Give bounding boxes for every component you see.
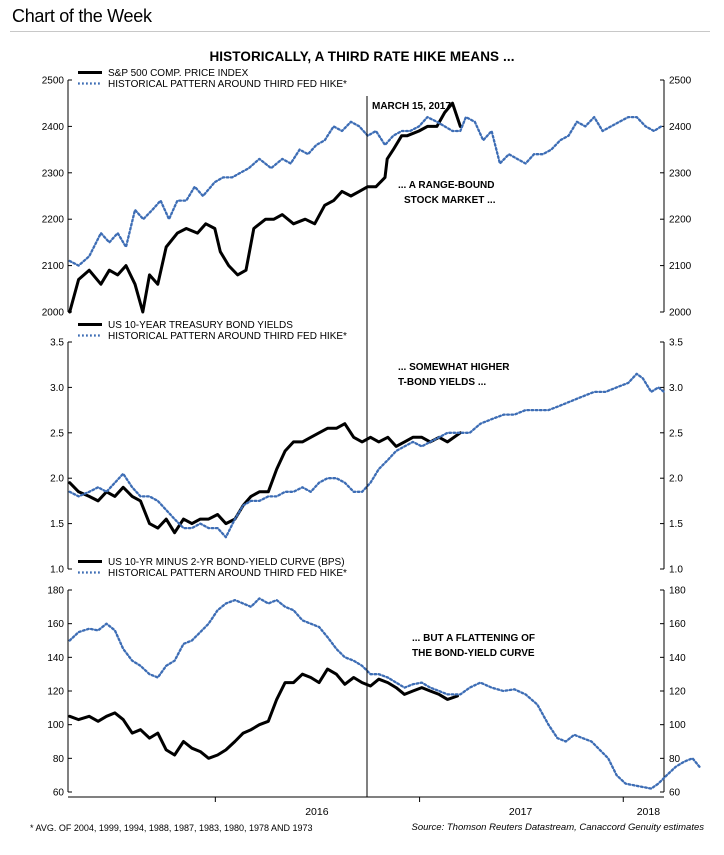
y-tick-label-left: 160 [47, 619, 64, 630]
y-tick-label-left: 2500 [42, 76, 65, 87]
marker-label: MARCH 15, 2017 [372, 101, 451, 112]
y-tick-label-left: 2000 [42, 308, 65, 319]
y-tick-label-left: 80 [53, 754, 65, 765]
x-tick-label: 2018 [637, 806, 661, 818]
y-tick-label-right: 2400 [669, 122, 692, 133]
x-tick-label: 2016 [305, 806, 329, 818]
y-tick-label-left: 120 [47, 687, 64, 698]
y-tick-label-right: 2500 [669, 76, 692, 87]
y-tick-label-right: 140 [669, 653, 686, 664]
chart-annotation: STOCK MARKET ... [404, 195, 496, 206]
y-tick-label-left: 100 [47, 720, 64, 731]
chart-title: HISTORICALLY, A THIRD RATE HIKE MEANS ..… [209, 49, 515, 64]
page-header: Chart of the Week [0, 0, 724, 32]
y-tick-label-right: 1.5 [669, 519, 683, 530]
y-tick-label-left: 2.5 [50, 428, 64, 439]
y-tick-label-left: 1.5 [50, 519, 64, 530]
y-tick-label-right: 2.0 [669, 474, 683, 485]
y-tick-label-right: 3.0 [669, 383, 683, 394]
y-tick-label-right: 60 [669, 788, 681, 799]
chart-annotation: ... SOMEWHAT HIGHER [398, 362, 510, 373]
y-tick-label-right: 2.5 [669, 428, 683, 439]
x-tick-label: 2017 [509, 806, 533, 818]
chart-footnote: * AVG. OF 2004, 1999, 1994, 1988, 1987, … [30, 823, 313, 833]
y-tick-label-right: 2200 [669, 215, 692, 226]
series-line-actual [68, 422, 462, 535]
y-tick-label-right: 1.0 [669, 565, 683, 576]
y-tick-label-left: 140 [47, 653, 64, 664]
y-tick-label-left: 2.0 [50, 474, 64, 485]
y-tick-label-right: 2000 [669, 308, 692, 319]
series-line-pattern [68, 597, 702, 790]
y-tick-label-right: 2100 [669, 261, 692, 272]
series-line-actual [68, 101, 462, 314]
legend-label: HISTORICAL PATTERN AROUND THIRD FED HIKE… [108, 331, 347, 342]
y-tick-label-right: 120 [669, 687, 686, 698]
chart-annotation: ... BUT A FLATTENING OF [412, 633, 535, 644]
header-rule [10, 31, 710, 32]
y-tick-label-left: 2300 [42, 168, 65, 179]
y-tick-label-left: 3.0 [50, 383, 64, 394]
header-title: Chart of the Week [12, 6, 152, 26]
y-tick-label-right: 160 [669, 619, 686, 630]
y-tick-label-left: 180 [47, 586, 64, 597]
legend-label: US 10-YR MINUS 2-YR BOND-YIELD CURVE (BP… [108, 557, 345, 568]
legend-label: HISTORICAL PATTERN AROUND THIRD FED HIKE… [108, 568, 347, 579]
y-tick-label-left: 1.0 [50, 565, 64, 576]
chart-annotation: T-BOND YIELDS ... [398, 377, 486, 388]
y-tick-label-left: 2400 [42, 122, 65, 133]
legend-label: US 10-YEAR TREASURY BOND YIELDS [108, 320, 293, 331]
y-tick-label-right: 80 [669, 754, 681, 765]
y-tick-label-left: 2100 [42, 261, 65, 272]
y-tick-label-left: 2200 [42, 215, 65, 226]
series-line-pattern [68, 115, 663, 267]
y-tick-label-left: 3.5 [50, 338, 64, 349]
chart-source: Source: Thomson Reuters Datastream, Cana… [411, 822, 704, 833]
y-tick-label-right: 3.5 [669, 338, 683, 349]
legend-label: S&P 500 COMP. PRICE INDEX [108, 68, 249, 79]
series-line-actual [68, 667, 459, 760]
series-line-pattern [68, 372, 666, 539]
y-tick-label-right: 180 [669, 586, 686, 597]
legend-label: HISTORICAL PATTERN AROUND THIRD FED HIKE… [108, 79, 347, 90]
chart-annotation: THE BOND-YIELD CURVE [412, 648, 535, 659]
chart-annotation: ... A RANGE-BOUND [398, 180, 494, 191]
y-tick-label-right: 2300 [669, 168, 692, 179]
y-tick-label-left: 60 [53, 788, 65, 799]
y-tick-label-right: 100 [669, 720, 686, 731]
